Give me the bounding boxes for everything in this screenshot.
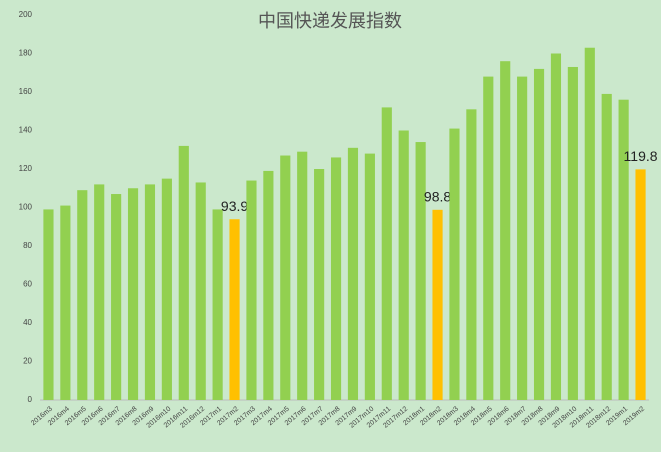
bar bbox=[567, 66, 578, 400]
y-tick-label: 140 bbox=[19, 126, 33, 135]
bar bbox=[500, 61, 511, 400]
bar bbox=[381, 107, 392, 401]
bar bbox=[483, 76, 494, 400]
bar bbox=[635, 169, 646, 400]
bar bbox=[432, 209, 443, 400]
value-label: 98.8 bbox=[424, 189, 451, 205]
bar bbox=[618, 99, 629, 400]
y-tick-label: 160 bbox=[19, 87, 33, 96]
bar bbox=[415, 142, 426, 401]
y-tick-label: 80 bbox=[23, 241, 32, 250]
bar bbox=[43, 209, 54, 400]
bar bbox=[280, 155, 291, 400]
bar bbox=[601, 93, 612, 401]
bar bbox=[161, 178, 172, 400]
y-tick-label: 200 bbox=[19, 10, 33, 19]
bar bbox=[127, 188, 139, 400]
y-tick-label: 40 bbox=[23, 318, 32, 327]
y-tick-label: 20 bbox=[23, 357, 32, 366]
y-tick-label: 100 bbox=[19, 203, 33, 212]
bar bbox=[449, 128, 460, 400]
bar bbox=[246, 180, 257, 400]
value-label: 93.9 bbox=[221, 198, 248, 214]
chart-title: 中国快递发展指数 bbox=[258, 11, 402, 31]
bar bbox=[330, 157, 342, 400]
y-tick-label: 60 bbox=[23, 280, 32, 289]
bar bbox=[297, 151, 308, 400]
bar bbox=[263, 170, 274, 400]
bar bbox=[398, 130, 409, 400]
bar bbox=[533, 68, 545, 401]
bar bbox=[364, 153, 375, 400]
bar bbox=[195, 182, 206, 400]
bar bbox=[212, 209, 223, 400]
bar bbox=[111, 194, 122, 400]
y-tick-label: 180 bbox=[19, 49, 33, 58]
bar bbox=[60, 205, 71, 400]
bar bbox=[347, 147, 359, 400]
bar bbox=[314, 169, 325, 400]
bar bbox=[94, 184, 105, 400]
bar bbox=[584, 47, 595, 400]
y-tick-label: 0 bbox=[28, 395, 33, 404]
bar bbox=[77, 190, 88, 400]
y-tick-label: 120 bbox=[19, 164, 33, 173]
bar bbox=[229, 219, 240, 400]
value-label: 119.8 bbox=[624, 148, 658, 164]
bar bbox=[144, 184, 156, 400]
bar bbox=[550, 53, 562, 400]
bar bbox=[178, 145, 189, 400]
bar bbox=[517, 76, 528, 400]
bar bbox=[466, 109, 477, 400]
